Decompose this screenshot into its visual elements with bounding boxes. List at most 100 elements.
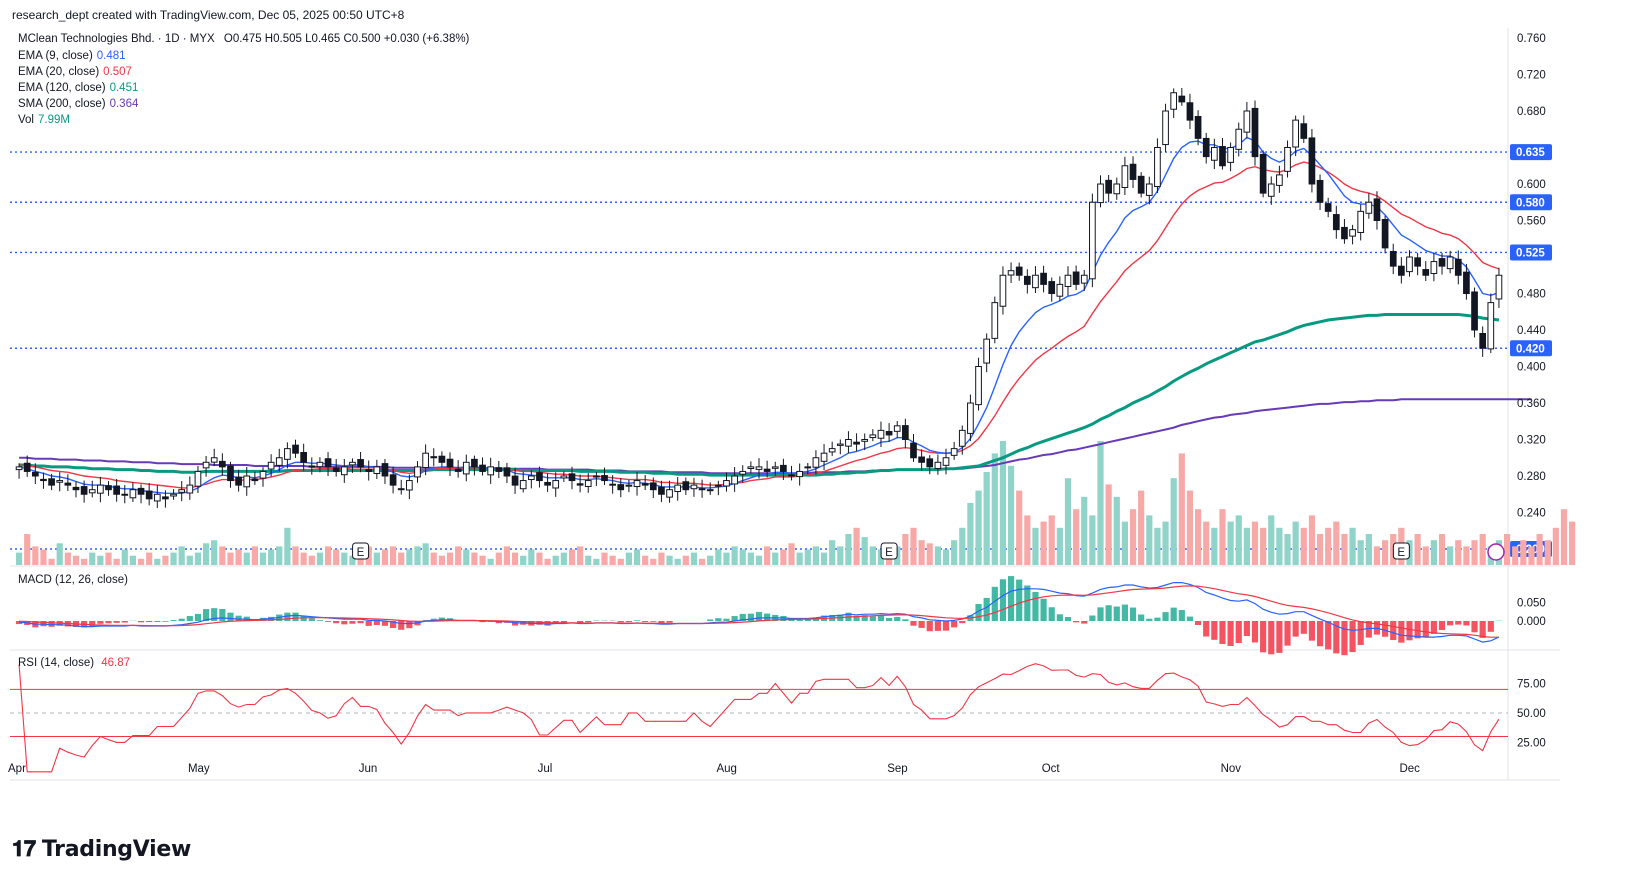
candle-body [1202, 137, 1210, 158]
macd-histogram-bar [747, 613, 754, 621]
volume-bar [1536, 534, 1543, 565]
candle-body [381, 463, 389, 477]
volume-bar [707, 555, 714, 565]
volume-bar [48, 558, 55, 565]
candle-body [812, 457, 820, 468]
volume-bar [829, 540, 836, 565]
time-axis-label: Apr [8, 763, 26, 775]
volume-bar [398, 552, 405, 565]
macd-histogram-bar [113, 621, 120, 623]
macd-histogram-bar [910, 621, 917, 626]
volume-bar [967, 503, 974, 565]
volume-bar [723, 552, 730, 565]
macd-histogram-bar [1032, 591, 1039, 621]
candle-body [527, 475, 535, 481]
volume-bar [1097, 441, 1104, 565]
candle-body [845, 439, 852, 447]
volume-bar [56, 543, 63, 565]
volume-bar [1048, 515, 1055, 565]
candle-body [902, 425, 909, 441]
volume-bar [1463, 546, 1470, 565]
volume-bar [81, 558, 88, 565]
volume-bar [837, 546, 844, 565]
macd-histogram-bar [1276, 621, 1283, 653]
candle-body [186, 484, 194, 494]
candle-body [739, 470, 747, 475]
macd-histogram-bar [617, 621, 624, 623]
volume-bar [211, 540, 218, 565]
candle-body [1406, 256, 1413, 273]
price-tick-label: 0.680 [1517, 106, 1546, 118]
macd-histogram-bar [398, 621, 405, 630]
macd-histogram-bar [926, 621, 933, 632]
volume-bar [1316, 534, 1324, 565]
candle-body [747, 466, 755, 469]
candle-body [609, 483, 616, 486]
macd-histogram-bar [1186, 616, 1194, 621]
volume-bar [284, 527, 291, 565]
volume-bar [202, 543, 210, 565]
volume-bar [438, 555, 445, 565]
macd-histogram-bar [227, 612, 234, 621]
candle-body [1430, 261, 1438, 275]
macd-label: MACD (12, 26, close) [18, 574, 128, 586]
macd-histogram-bar [202, 609, 210, 621]
legend-symbol: MClean Technologies Bhd. · 1D · MYX O0.4… [18, 33, 469, 45]
level-label: 0.580 [1516, 197, 1545, 209]
candle-body [170, 493, 177, 497]
macd-histogram-bar [154, 621, 161, 622]
volume-bar [975, 490, 982, 565]
volume-bar [446, 552, 454, 565]
candle-body [259, 470, 267, 479]
volume-bar [1162, 521, 1169, 565]
macd-histogram-bar [341, 621, 348, 625]
volume-bar [341, 552, 348, 565]
candle-body [869, 434, 877, 439]
candle-body [617, 484, 625, 491]
candle-body [145, 490, 153, 500]
macd-histogram-bar [861, 615, 868, 621]
macd-histogram-bar [1056, 614, 1063, 621]
macd-histogram-bar [162, 621, 169, 622]
candle-body [1349, 229, 1356, 237]
macd-histogram-bar [1089, 615, 1096, 621]
ema20-line [19, 161, 1500, 489]
macd-histogram-bar [902, 619, 909, 621]
candle-body [1137, 175, 1145, 194]
macd-histogram-bar [1414, 621, 1421, 639]
candle-body [1341, 226, 1348, 240]
candle-body [999, 274, 1007, 307]
candle-body [1032, 274, 1039, 289]
macd-histogram-bar [1479, 621, 1486, 638]
macd-histogram-bar [951, 621, 958, 628]
volume-bar [1024, 515, 1031, 565]
candle-body [731, 475, 738, 485]
candle-body [1210, 147, 1218, 161]
volume-bar [105, 552, 112, 565]
rsi-pane: 75.00 50.00 25.00 [10, 663, 1546, 773]
macd-histogram-bar [1105, 605, 1112, 621]
volume-bar [316, 552, 324, 565]
volume-bar [1308, 515, 1316, 565]
volume-bar [72, 555, 80, 565]
ema120-line [19, 313, 1500, 477]
candle-body [1056, 283, 1064, 297]
volume-bar [942, 549, 950, 565]
price-tick-label: 0.480 [1517, 289, 1546, 301]
macd-histogram-bar [89, 621, 96, 627]
macd-histogram-bar [178, 618, 185, 621]
price-tick-label: 0.760 [1517, 33, 1546, 45]
ema9-path [18, 136, 1500, 494]
volume-bar [617, 558, 624, 565]
candle-body [446, 458, 454, 468]
volume-bar [349, 555, 356, 565]
candle-body [251, 478, 259, 482]
volume-bar [235, 549, 242, 565]
volume-bar [1170, 478, 1177, 565]
candle-body [357, 459, 364, 468]
candle-body [1487, 302, 1495, 350]
volume-bar [788, 543, 795, 565]
legend-ema9: EMA (9, close) 0.481 [18, 50, 126, 62]
macd-histogram-bar [991, 586, 998, 621]
